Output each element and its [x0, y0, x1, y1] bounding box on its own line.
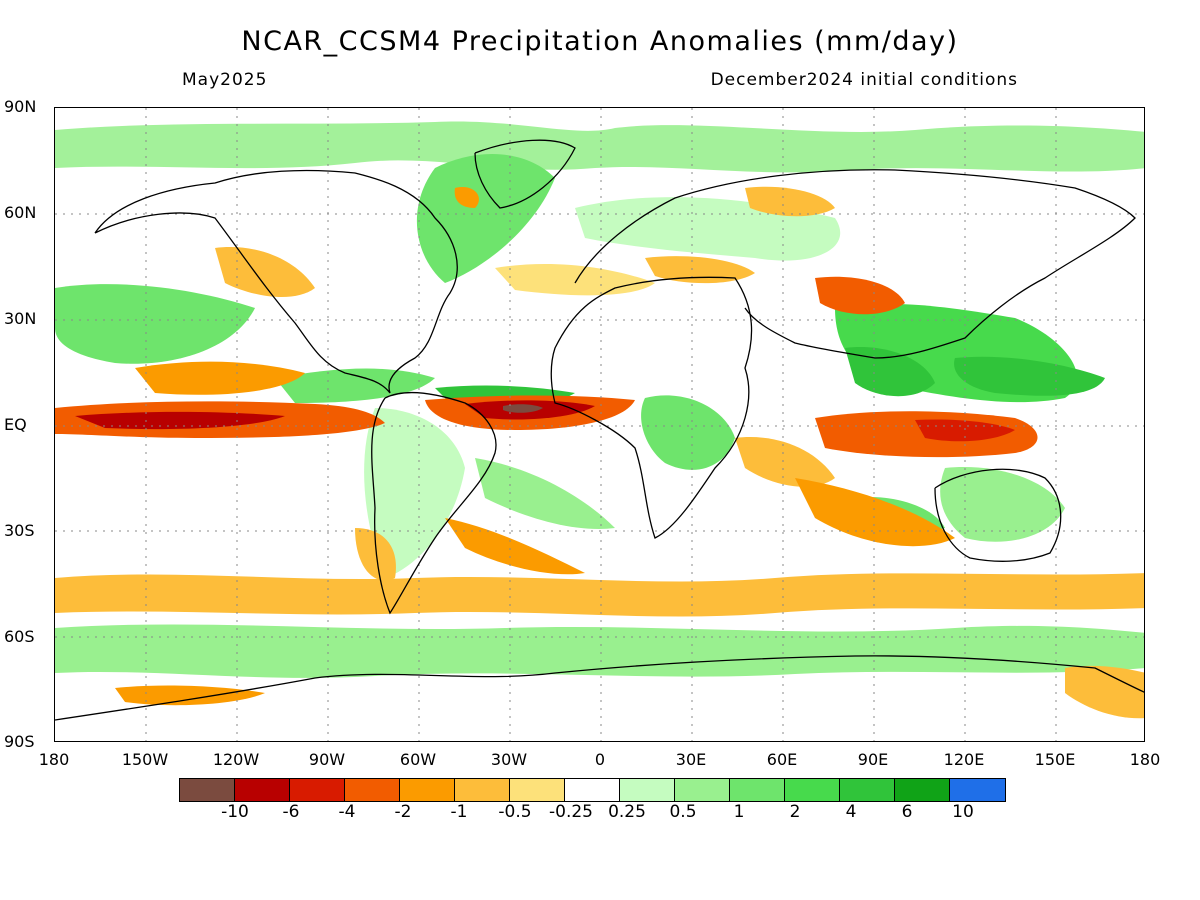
colorbar-box-6-10 [895, 779, 950, 801]
lon-label-90e: 90E [857, 750, 889, 769]
lon-label-60w: 60W [399, 750, 437, 769]
colorbar-label: 6 [901, 802, 913, 822]
anomaly-map [54, 107, 1145, 742]
lon-label-0: 0 [594, 750, 606, 769]
colorbar-box-gt-10 [950, 779, 1005, 801]
africa-eurasia-coast [550, 276, 753, 539]
colorbar-box-1-05 [455, 779, 510, 801]
colorbar-box-1-2 [730, 779, 785, 801]
coastlines [55, 139, 1144, 721]
initial-conditions-label: December2024 initial conditions [710, 70, 1018, 90]
tasman-dry [1065, 665, 1144, 719]
siberia-dry [745, 186, 835, 217]
colorbar-label: -4 [338, 802, 356, 822]
west-pacific-wet [954, 356, 1105, 396]
colorbar-label: 2 [789, 802, 801, 822]
lon-label-60e: 60E [766, 750, 798, 769]
lat-label-eq: EQ [4, 415, 27, 434]
colorbar-box-6-4 [290, 779, 345, 801]
lat-label-30n: 30N [4, 309, 37, 328]
north-america-coast [94, 169, 458, 394]
colorbar-label: -2 [394, 802, 412, 822]
colorbar-label: 4 [845, 802, 857, 822]
indian-ocean-dry [735, 437, 835, 487]
west-russia-dry [645, 256, 755, 284]
colorbar-label: 0.5 [669, 802, 697, 822]
colorbar-label: -0.5 [498, 802, 532, 822]
lon-label-90w: 90W [308, 750, 346, 769]
colorbar-box-2-4 [785, 779, 840, 801]
pacific-itcz-strong-dry [75, 411, 285, 430]
lon-label-180w: 180 [38, 750, 70, 769]
lon-label-120w: 120W [212, 750, 260, 769]
colorbar-label: 10 [952, 802, 974, 822]
lat-label-90s: 90S [4, 732, 35, 751]
lat-label-60s: 60S [4, 627, 35, 646]
colorbar-box-neutral [565, 779, 620, 801]
colorbar [179, 778, 1006, 802]
south-indian-ocean-dry [795, 478, 955, 547]
lon-label-150w: 150W [121, 750, 169, 769]
colorbar-box-4-6 [840, 779, 895, 801]
anomaly-shading [55, 121, 1144, 719]
colorbar-box-05-025 [510, 779, 565, 801]
colorbar-label: 1 [733, 802, 745, 822]
tibet-dry [815, 276, 905, 315]
south-america-coast [371, 391, 497, 615]
north-pacific-dry [215, 247, 315, 298]
australia-coast [934, 468, 1062, 562]
grid-lines [55, 108, 1144, 741]
north-pacific-wet [55, 284, 255, 364]
colorbar-box-10-6 [235, 779, 290, 801]
lat-label-30s: 30S [4, 521, 35, 540]
lat-label-90n: 90N [4, 97, 37, 116]
north-atlantic-dry-band [495, 263, 655, 296]
map-title: NCAR_CCSM4 Precipitation Anomalies (mm/d… [241, 26, 959, 57]
colorbar-label: -6 [282, 802, 300, 822]
arctic-wet-band [55, 121, 1144, 173]
colorbar-label: -10 [221, 802, 249, 822]
colorbar-box-4-2 [345, 779, 400, 801]
south-atlantic-wet [475, 458, 615, 529]
antarctic-coast-dry [115, 685, 265, 706]
lon-label-30e: 30E [675, 750, 707, 769]
southern-ocean-wet-band [55, 624, 1144, 678]
southern-hemisphere-dry-band [55, 573, 1144, 617]
south-atlantic-dry [445, 518, 585, 575]
lon-label-180e: 180 [1129, 750, 1161, 769]
antarctica-coast [55, 655, 1144, 721]
lon-label-30w: 30W [490, 750, 528, 769]
south-america-east-dry [355, 528, 396, 581]
colorbar-label: 0.25 [608, 802, 646, 822]
subtropical-north-pacific-dry [135, 361, 305, 395]
north-atlantic-wet [416, 154, 555, 283]
lon-label-150e: 150E [1034, 750, 1076, 769]
colorbar-label: -1 [450, 802, 468, 822]
lat-label-60n: 60N [4, 203, 37, 222]
colorbar-box-05-1 [675, 779, 730, 801]
australia-wet [940, 467, 1065, 542]
greenland-coast [474, 139, 576, 209]
colorbar-label: -0.25 [549, 802, 593, 822]
labrador-dry [454, 187, 479, 208]
lon-label-120e: 120E [943, 750, 985, 769]
target-month-label: May2025 [182, 70, 268, 90]
africa-wet [641, 395, 735, 470]
atlantic-equatorial-extreme-dry [503, 404, 543, 413]
colorbar-box-2-1 [400, 779, 455, 801]
maritime-continent-strong-dry [915, 419, 1015, 442]
south-america-wet [364, 408, 465, 578]
eurasia-coast [574, 169, 1136, 359]
south-asia-wet [845, 347, 935, 397]
colorbar-box-lt-10 [180, 779, 235, 801]
colorbar-box-025-05 [620, 779, 675, 801]
anomaly-map-svg [55, 108, 1144, 741]
